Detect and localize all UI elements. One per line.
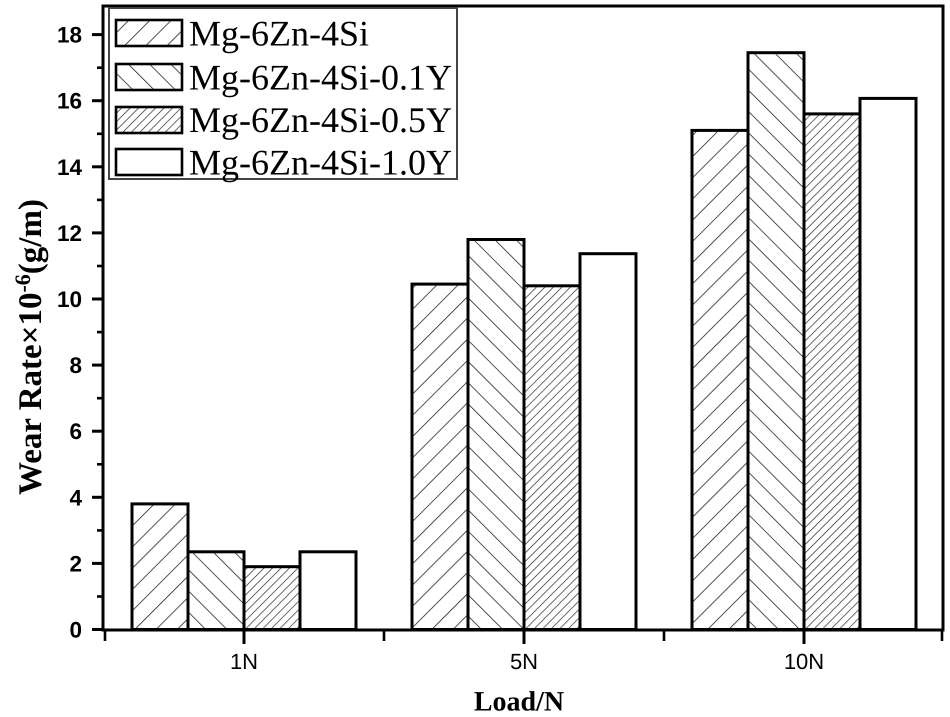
svg-text:1N: 1N — [230, 649, 258, 674]
svg-text:Load/N: Load/N — [474, 687, 564, 717]
svg-text:14: 14 — [57, 155, 83, 180]
svg-text:2: 2 — [69, 551, 82, 576]
svg-text:Wear Rate×10-6(g/m): Wear Rate×10-6(g/m) — [10, 199, 49, 495]
svg-text:8: 8 — [69, 353, 82, 378]
svg-text:4: 4 — [69, 485, 82, 510]
svg-text:5N: 5N — [510, 649, 538, 674]
svg-text:12: 12 — [57, 221, 82, 246]
svg-text:16: 16 — [57, 89, 82, 114]
svg-text:Mg-6Zn-4Si: Mg-6Zn-4Si — [189, 14, 369, 54]
svg-text:10N: 10N — [784, 649, 824, 674]
svg-text:Mg-6Zn-4Si-1.0Y: Mg-6Zn-4Si-1.0Y — [189, 143, 452, 183]
svg-text:0: 0 — [69, 618, 82, 643]
svg-text:10: 10 — [57, 287, 82, 312]
svg-text:Mg-6Zn-4Si-0.5Y: Mg-6Zn-4Si-0.5Y — [189, 100, 452, 140]
svg-text:18: 18 — [57, 23, 82, 48]
svg-text:6: 6 — [69, 419, 82, 444]
svg-text:Mg-6Zn-4Si-0.1Y: Mg-6Zn-4Si-0.1Y — [189, 58, 452, 98]
